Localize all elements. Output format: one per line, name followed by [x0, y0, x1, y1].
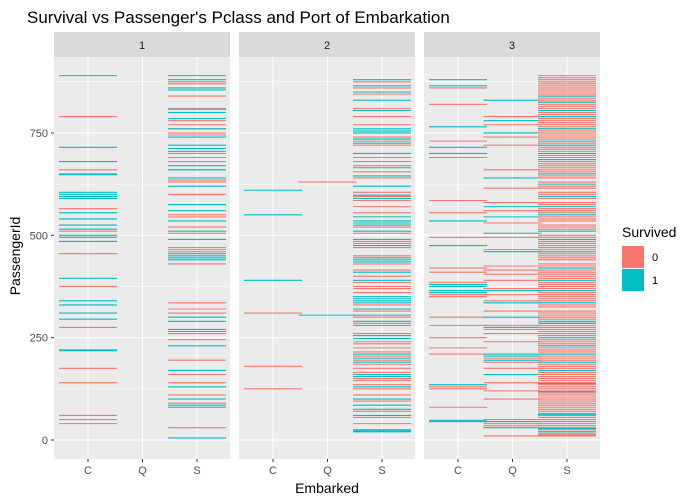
- series-3-S: [538, 75, 596, 437]
- facet-strip-1: [54, 32, 230, 57]
- series-1-C: [59, 75, 117, 425]
- x-tick-label: S: [378, 465, 385, 477]
- facet-strip-2: [239, 32, 415, 57]
- x-tick-label: Q: [323, 465, 332, 477]
- x-tick-label: Q: [508, 465, 517, 477]
- legend-title: Survived: [622, 224, 676, 240]
- legend-swatch: [622, 246, 644, 268]
- y-axis: 0 250 500 750: [30, 128, 54, 447]
- series-3-C: [429, 79, 487, 423]
- x-tick-label: Q: [138, 465, 147, 477]
- facet-strip-label: 3: [509, 40, 515, 52]
- y-axis-title: PassengerId: [7, 217, 23, 296]
- legend-swatch: [622, 269, 644, 291]
- facet-panel-3: 3 C Q S: [424, 32, 600, 477]
- facet-strip-3: [424, 32, 600, 57]
- x-tick-label: S: [193, 465, 200, 477]
- legend-item-0: 0: [622, 246, 658, 268]
- series-3-Q: [483, 99, 542, 437]
- x-tick-label: C: [84, 465, 92, 477]
- series-2-Q: [298, 181, 357, 316]
- series-2-S: [353, 79, 411, 433]
- y-tick-label: 500: [30, 230, 48, 242]
- chart-title: Survival vs Passenger's Pclass and Port …: [27, 8, 450, 27]
- legend-label: 1: [652, 275, 658, 287]
- series-1-S: [168, 75, 226, 439]
- facet-strip-label: 1: [139, 40, 145, 52]
- x-axis-title: Embarked: [295, 480, 359, 496]
- facet-panel-2: 2 C Q S: [239, 32, 415, 477]
- facet-panel-1: 1 C Q S: [54, 32, 230, 477]
- y-tick-label: 250: [30, 333, 48, 345]
- x-tick-label: C: [454, 465, 462, 477]
- facet-strip-label: 2: [324, 40, 330, 52]
- x-tick-label: S: [563, 465, 570, 477]
- series-2-C: [244, 189, 302, 390]
- y-tick-label: 0: [42, 435, 48, 447]
- facet-panels: 1 C Q S 2 C Q S 3 C Q S 0 250 500 750: [30, 32, 600, 477]
- y-tick-label: 750: [30, 128, 48, 140]
- legend: Survived 0 1: [622, 224, 676, 291]
- legend-item-1: 1: [622, 269, 658, 291]
- legend-label: 0: [652, 252, 658, 264]
- x-tick-label: C: [269, 465, 277, 477]
